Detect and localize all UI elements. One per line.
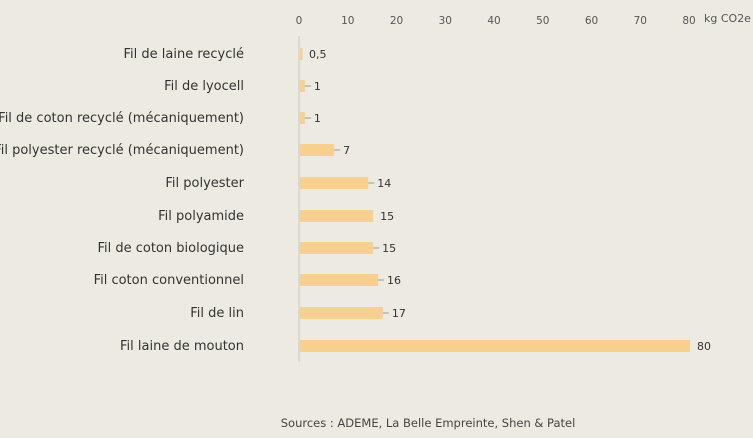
- value-label: 14: [377, 177, 391, 190]
- unit-label: kg CO2e: [704, 12, 751, 25]
- x-tick-label: 80: [682, 15, 695, 27]
- bar: [300, 177, 369, 189]
- value-label: 17: [392, 307, 406, 320]
- x-tick-label: 20: [390, 15, 403, 27]
- x-tick-label: 40: [487, 15, 500, 27]
- value-label: 15: [380, 210, 394, 223]
- bar: [300, 80, 305, 92]
- bar: [300, 48, 303, 60]
- category-label: Fil de coton recyclé (mécaniquement): [0, 111, 244, 126]
- x-tick-label: 50: [536, 15, 549, 27]
- bar: [300, 242, 374, 254]
- category-label: Fil polyester: [165, 176, 244, 191]
- bar: [300, 340, 690, 352]
- bar: [300, 144, 335, 156]
- value-label: 7: [343, 144, 350, 157]
- x-tick-label: 70: [634, 15, 647, 27]
- bar: [300, 274, 378, 286]
- source-note: Sources : ADEME, La Belle Empreinte, She…: [280, 416, 576, 430]
- category-label: Fil polyamide: [158, 209, 244, 224]
- value-label: 15: [382, 242, 396, 255]
- bar: [300, 210, 374, 222]
- bar: [300, 112, 305, 124]
- x-tick-label: 10: [341, 15, 354, 27]
- bar: [300, 307, 383, 319]
- category-label: Fil de coton biologique: [97, 241, 244, 256]
- category-label: Fil polyester recyclé (mécaniquement): [0, 143, 244, 158]
- category-label: Fil coton conventionnel: [94, 273, 244, 288]
- x-tick-label: 0: [296, 15, 303, 27]
- value-label: 0,5: [309, 48, 327, 61]
- value-label: 16: [387, 274, 401, 287]
- value-label: 80: [697, 340, 711, 353]
- category-label: Fil de laine recyclé: [124, 47, 245, 62]
- category-label: Fil laine de mouton: [120, 339, 244, 354]
- x-tick-label: 60: [585, 15, 598, 27]
- category-label: Fil de lin: [190, 306, 244, 321]
- category-label: Fil de lyocell: [164, 79, 244, 94]
- x-tick-label: 30: [439, 15, 452, 27]
- value-label: 1: [314, 112, 321, 125]
- value-label: 1: [314, 80, 321, 93]
